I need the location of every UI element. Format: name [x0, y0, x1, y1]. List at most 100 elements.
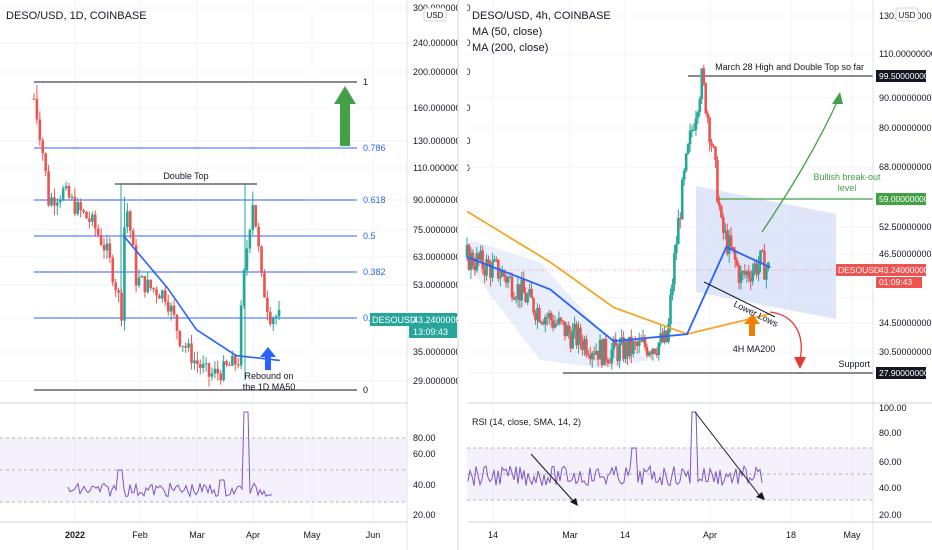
orange-up-arrow-icon [744, 314, 760, 336]
candle-body [737, 265, 741, 283]
rebound-label-line1: Rebound on [244, 371, 293, 381]
candle-body [618, 343, 621, 362]
candle-body [67, 185, 71, 198]
candle-body [41, 140, 45, 154]
candle-body [637, 340, 641, 347]
candle-body [70, 196, 74, 198]
candle-body [128, 211, 132, 231]
candle-body [222, 361, 225, 381]
candle-body [528, 288, 531, 296]
candle-body [581, 342, 584, 351]
tag-support-label: 27.90000000 [879, 368, 929, 378]
candle-body [688, 131, 692, 145]
left-rsi-tick: 60.00 [413, 449, 436, 459]
candle-body [606, 359, 610, 363]
candle-body [547, 313, 551, 318]
candle-body [146, 279, 150, 293]
candle-body [745, 271, 749, 275]
green-curve-arrowhead-icon [832, 92, 843, 104]
candle-body [555, 323, 559, 325]
candle-body [557, 317, 561, 324]
candle-body [175, 314, 179, 331]
left-time-tick: Jun [366, 530, 381, 540]
candle-body [575, 323, 578, 346]
left-currency-badge[interactable] [423, 7, 447, 22]
candle-body [161, 290, 164, 299]
candle-body [137, 277, 141, 286]
candle-body [495, 259, 498, 261]
candle-body [743, 271, 747, 275]
candle-body [248, 229, 252, 249]
candle-body [759, 250, 762, 265]
right-countdown: 01:09:43 [879, 277, 912, 287]
rsi-trend-arrowhead-1-icon [570, 498, 578, 506]
candle-body [111, 257, 115, 283]
candle-body [166, 301, 170, 312]
candle-body [700, 68, 704, 100]
candle-body [510, 276, 514, 298]
right-price-axis: 130.00000000110.0000000090.0000000080.00… [879, 11, 932, 357]
left-rsi-tick: 80.00 [413, 433, 436, 443]
candle-body [522, 279, 526, 294]
green-up-arrow-icon [334, 86, 356, 146]
candle-body [131, 230, 135, 246]
candle-body [534, 312, 537, 321]
candle-body [610, 349, 614, 364]
green-curve-arrow [761, 99, 839, 233]
right-time-tick: 14 [620, 530, 630, 540]
candle-body [571, 330, 574, 349]
rsi-legend: RSI (14, close, SMA, 14, 2) [472, 417, 581, 427]
candle-body [635, 342, 639, 347]
candle-body [225, 361, 228, 365]
candle-body [473, 265, 477, 271]
candle-body [538, 308, 541, 323]
candle-body [233, 355, 237, 365]
rebound-label-line2: the 1D MA50 [243, 382, 296, 392]
candle-body [624, 341, 627, 360]
candle-body [596, 350, 600, 360]
candle-body [735, 259, 739, 266]
candle-body [680, 179, 684, 220]
candle-body [158, 295, 161, 299]
tag-support [876, 367, 926, 379]
left-price-tick: 90.00000000 [413, 195, 466, 205]
candle-body [518, 284, 522, 301]
candle-body [725, 230, 729, 254]
candle-body [590, 353, 594, 360]
fib-label-0618: 0.618 [363, 195, 386, 205]
candle-body [723, 230, 727, 233]
candle-body [120, 292, 123, 321]
candle-body [706, 113, 709, 118]
candle-body [181, 345, 185, 347]
right-rsi-tick: 60.00 [879, 457, 902, 467]
candle-body [567, 325, 571, 334]
candle-body [231, 355, 234, 366]
candle-body [675, 244, 678, 254]
candle-body [542, 321, 545, 325]
left-time-tick: 2022 [65, 530, 85, 540]
left-last-symbol: DESOUSD [372, 315, 417, 325]
candle-body [163, 290, 167, 302]
candle-body [260, 246, 263, 273]
candle-body [512, 297, 516, 300]
candle-body [587, 354, 590, 356]
candle-body [532, 298, 535, 313]
right-currency-badge[interactable] [895, 7, 919, 22]
candle-body [204, 363, 208, 365]
candle-body [639, 340, 643, 342]
rsi-trendline-2 [694, 411, 761, 497]
candle-body [79, 202, 82, 211]
candle-body [263, 272, 266, 298]
rsi-trendline-1 [530, 453, 576, 504]
candle-body [714, 146, 717, 161]
right-time-axis: 14 Mar 14 Apr 18 May [488, 530, 861, 540]
candle-body [506, 277, 510, 283]
candle-body [553, 323, 557, 328]
candle-body [594, 350, 598, 355]
candle-body [577, 327, 580, 346]
candle-body [493, 259, 496, 262]
candle-body [172, 305, 176, 315]
candle-body [708, 117, 711, 143]
candle-body [516, 284, 520, 299]
right-last-price: 43.24000000 [879, 265, 929, 275]
